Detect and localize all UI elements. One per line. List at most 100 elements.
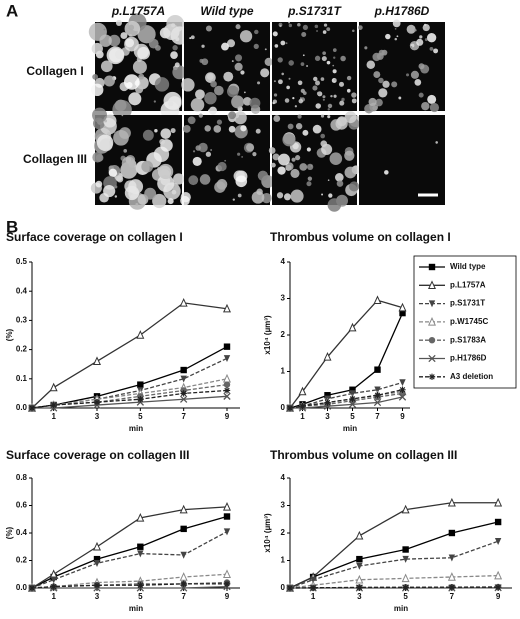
marker (374, 392, 380, 398)
speck (114, 132, 116, 134)
speck (315, 81, 320, 86)
speck (128, 92, 141, 105)
marker (402, 546, 408, 552)
speck (96, 154, 104, 162)
micrographs (89, 13, 445, 212)
y-tick-label: 4 (281, 257, 286, 266)
speck (133, 60, 147, 74)
series-line (290, 541, 498, 588)
speck (313, 125, 322, 134)
speck (206, 152, 211, 157)
x-tick-label: 3 (325, 412, 330, 421)
row-label: Collagen III (23, 152, 87, 166)
speck (407, 25, 416, 34)
marker (50, 402, 56, 408)
speck (333, 57, 335, 59)
column-label: p.L1757A (111, 4, 165, 18)
speck (92, 74, 98, 80)
speck (411, 46, 413, 48)
speck (327, 115, 330, 118)
speck (295, 155, 300, 160)
speck (323, 99, 325, 101)
marker (94, 399, 100, 405)
speck (273, 100, 277, 104)
chart-title: Surface coverage on collagen III (6, 448, 189, 462)
speck (116, 176, 123, 183)
speck (236, 176, 248, 188)
y-tick-label: 2 (281, 528, 286, 537)
speck (282, 133, 295, 146)
speck (328, 198, 342, 212)
speck (250, 98, 261, 109)
speck (427, 33, 436, 42)
speck (204, 125, 210, 131)
speck (175, 62, 180, 67)
y-axis-label: x10⁴ (µm³) (263, 513, 272, 553)
marker (224, 581, 230, 587)
legend-label: Wild type (450, 262, 486, 271)
marker (137, 331, 143, 338)
x-tick-label: 3 (95, 592, 100, 601)
speck (349, 181, 359, 191)
marker (287, 585, 293, 591)
speck (171, 128, 176, 133)
speck (328, 108, 330, 110)
x-axis-label: min (343, 424, 357, 433)
speck (173, 173, 184, 184)
speck (296, 123, 302, 129)
marker (310, 585, 316, 591)
series-line (32, 532, 227, 588)
speck (233, 198, 235, 200)
speck (188, 175, 198, 185)
speck (435, 141, 438, 144)
speck (358, 25, 363, 30)
y-tick-label: 0.1 (16, 374, 28, 383)
speck (303, 54, 305, 56)
speck (234, 111, 247, 124)
speck (210, 81, 217, 88)
speck (99, 34, 111, 46)
y-tick-label: 0 (281, 403, 286, 412)
speck (241, 156, 243, 158)
speck (411, 71, 419, 79)
x-tick-label: 7 (181, 592, 186, 601)
speck (406, 73, 409, 76)
speck (210, 149, 212, 151)
marker (29, 585, 35, 591)
speck (144, 188, 156, 200)
speck (347, 76, 351, 80)
speck (252, 152, 256, 156)
speck (303, 91, 307, 95)
x-tick-label: 9 (496, 592, 501, 601)
speck (301, 62, 305, 66)
speck (307, 147, 311, 151)
speck (330, 152, 343, 165)
image-bg (359, 115, 445, 205)
speck (122, 115, 124, 117)
speck (128, 179, 143, 194)
speck (347, 89, 351, 93)
speck (195, 145, 201, 151)
marker (224, 375, 230, 382)
speck (154, 129, 157, 132)
speck (258, 171, 268, 181)
speck (252, 191, 265, 204)
marker (137, 582, 143, 588)
speck (313, 77, 317, 81)
speck (277, 192, 283, 198)
marker (495, 584, 501, 590)
speck (337, 180, 344, 187)
speck (183, 125, 191, 133)
speck (369, 98, 377, 106)
speck (288, 60, 294, 66)
speck (168, 96, 182, 110)
speck (352, 98, 357, 103)
x-tick-label: 1 (51, 412, 56, 421)
speck (172, 190, 177, 195)
speck (433, 48, 438, 53)
speck (290, 169, 299, 178)
speck (191, 35, 195, 39)
speck (333, 69, 337, 73)
speck (180, 196, 190, 206)
marker (224, 381, 230, 387)
